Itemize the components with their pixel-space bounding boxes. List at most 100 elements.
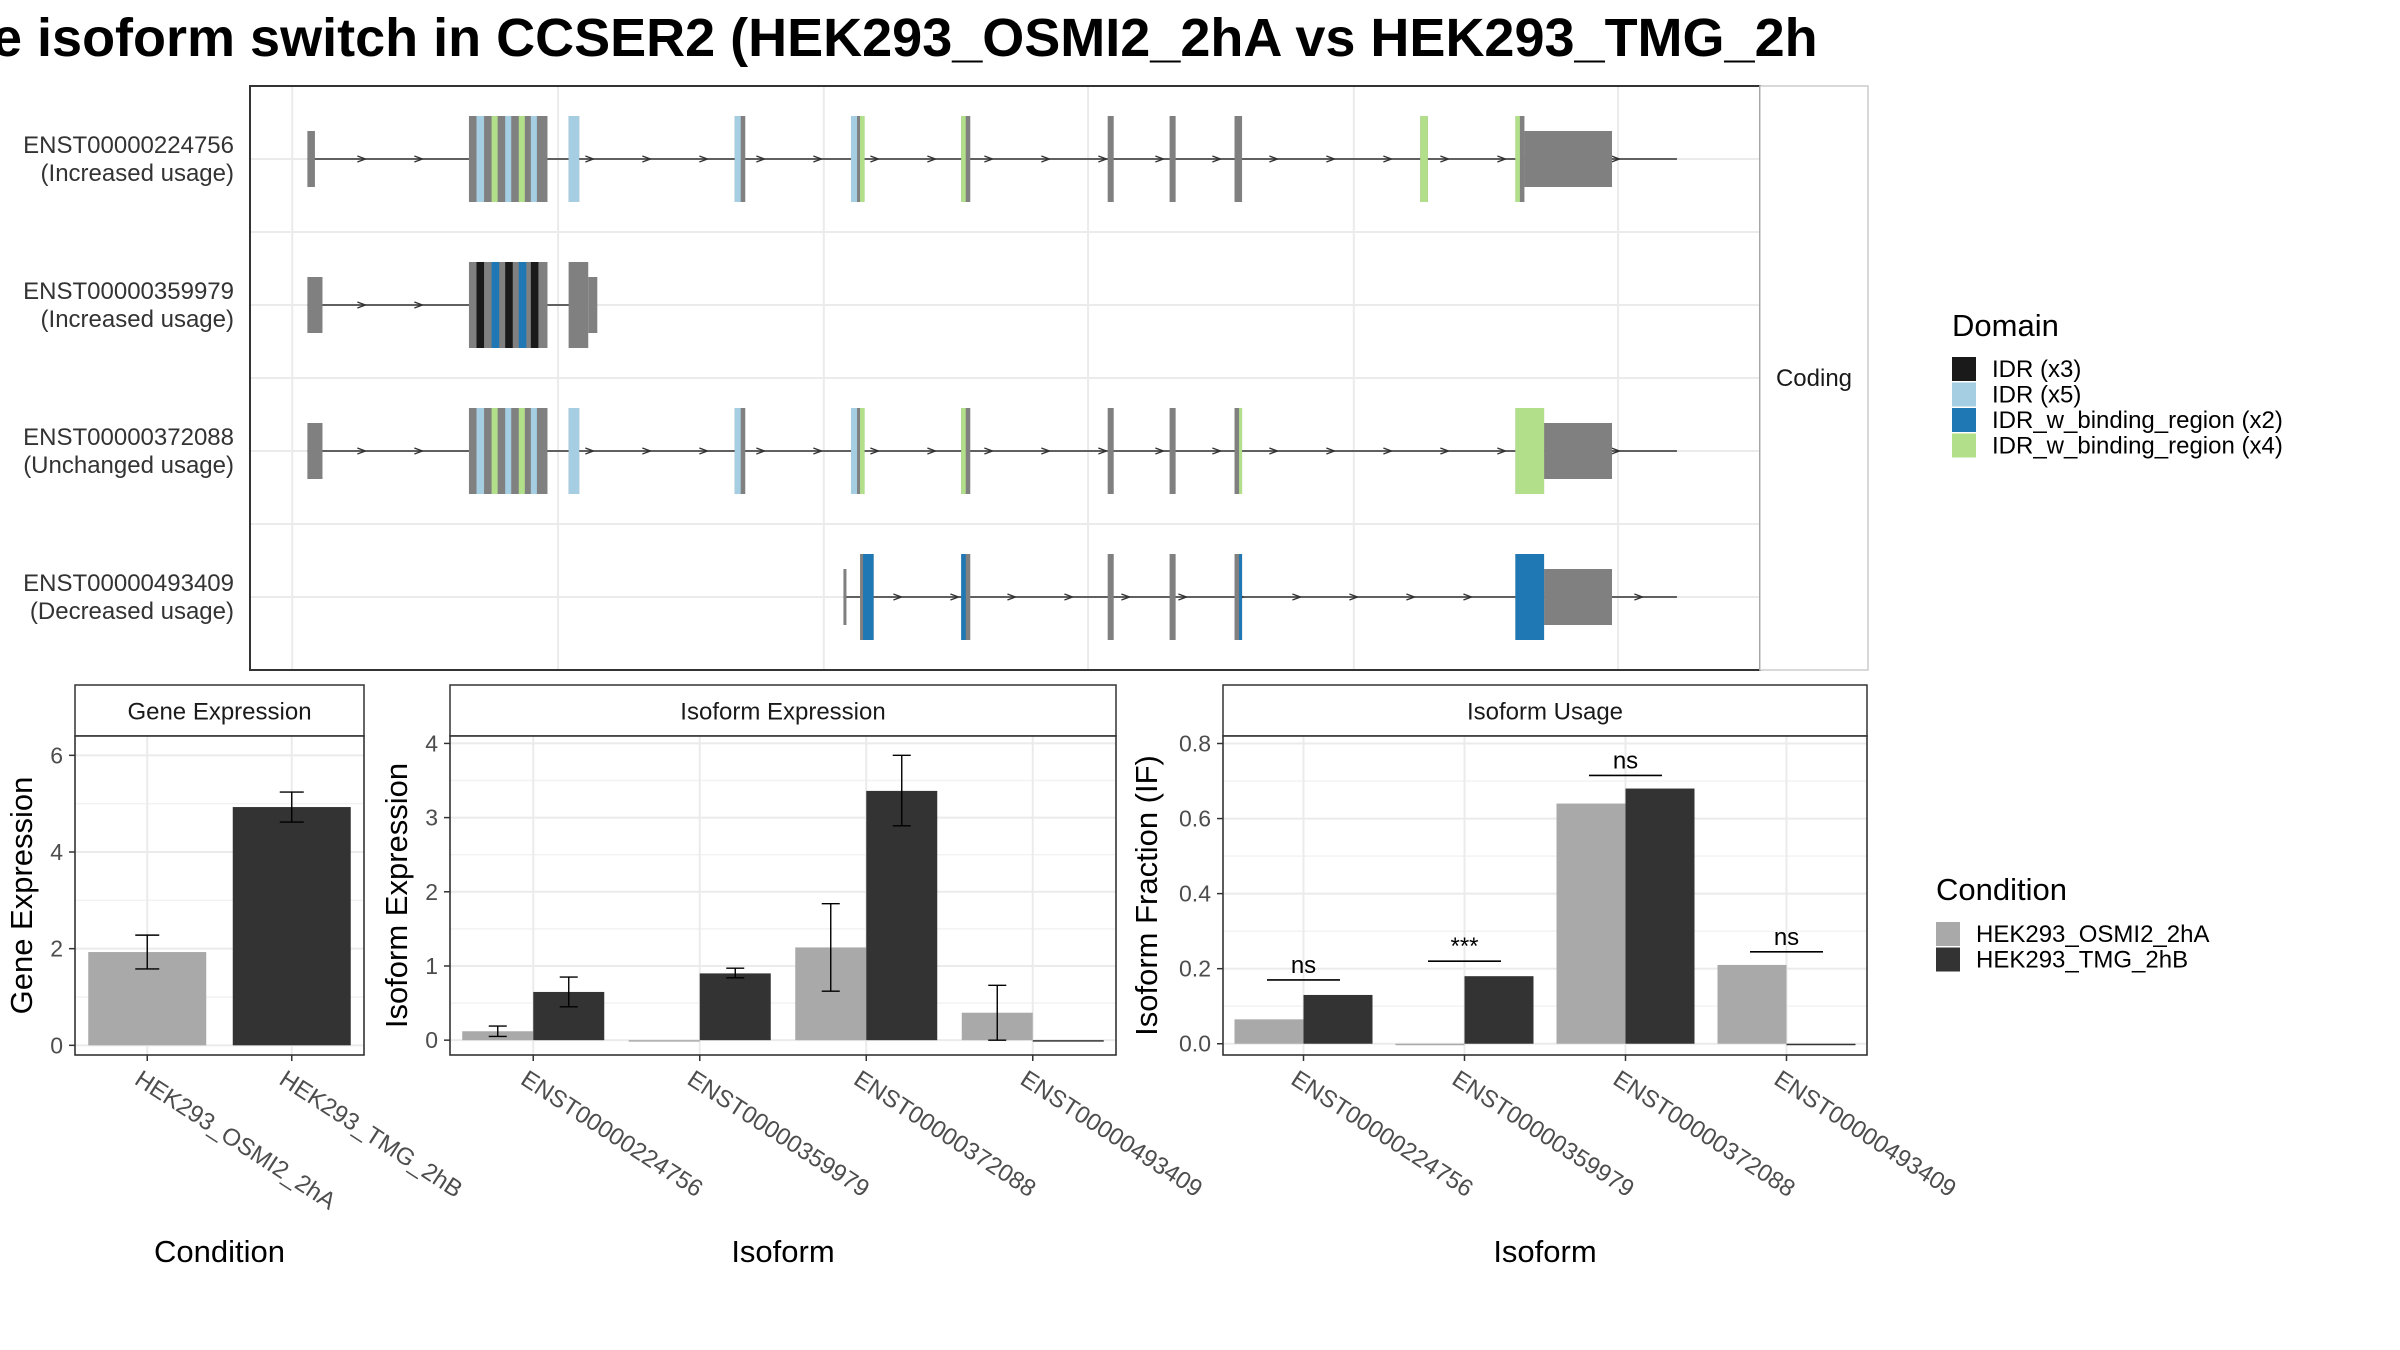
error-bar [559,976,578,1008]
exon [588,277,598,333]
transcript-usage-label: (Increased usage) [41,160,234,187]
domain-segment [1515,408,1545,494]
chart-strip-title: Isoform Usage [1467,699,1623,726]
bar [1303,994,1373,1044]
y-tick-label: 3 [425,805,438,831]
condition-legend-title: Condition [1936,872,2067,907]
transcript-structure-panel: ENST00000224756(Increased usage) ENST0000… [23,85,1869,671]
intron-arrow [585,447,596,455]
intron-arrow [1349,593,1360,601]
y-axis-title: Isoform Expression [379,763,414,1028]
transcript-id-label: ENST00000224756 [23,132,234,159]
x-axis-title: Isoform [731,1234,834,1269]
domain-legend-key [1952,382,1976,407]
chart-strip [449,684,1117,737]
y-tick-label: 0 [425,1027,438,1053]
bar [1032,1040,1104,1042]
significance-label: *** [1450,933,1478,960]
y-tick-label: 6 [50,742,63,768]
intron-arrow [1155,447,1166,455]
gene-expression-chart: Gene Expression0246HEK293_OSMI2_2hAHEK29… [4,684,467,1269]
bar [1717,964,1787,1044]
bar [232,807,351,1046]
condition-legend-key [1936,947,1960,972]
intron-arrow [1041,155,1052,163]
x-tick-label: ENST00000372088 [849,1065,1041,1202]
transcript-id-label: ENST00000359979 [23,278,234,305]
intron-arrow [756,447,767,455]
transcript-usage-label: (Decreased usage) [30,598,234,625]
domain-legend-title: Domain [1952,308,2059,343]
exon [1234,116,1243,202]
intron-arrow [1064,593,1075,601]
facet-strip [1759,85,1869,671]
intron-arrow [1497,447,1508,455]
exon [1107,554,1114,640]
significance-label: ns [1613,747,1638,774]
exon [1169,408,1176,494]
exon [1107,408,1114,494]
y-tick-label: 2 [425,879,438,905]
domain-legend-label: IDR_w_binding_region (x2) [1992,407,2283,434]
bar [1625,788,1695,1044]
intron-arrow [756,155,767,163]
intron-arrow [414,301,425,309]
domain-segment [860,408,865,494]
intron-arrow [1007,593,1018,601]
intron-arrow [1155,155,1166,163]
exon [1234,554,1243,640]
domain-segment [476,116,485,202]
bar [1234,1019,1304,1044]
y-tick-label: 0.2 [1179,956,1211,982]
intron-arrow [1212,155,1223,163]
domain-segment [850,408,858,494]
intron-arrow [813,155,824,163]
intron-arrow [1383,447,1394,455]
y-axis-title: Isoform Fraction (IF) [1129,755,1164,1036]
x-axis-title: Isoform [1493,1234,1596,1269]
error-bar [892,754,911,827]
intron-arrow [1383,155,1394,163]
figure-title: e isoform switch in CCSER2 (HEK293_OSMI2… [0,8,1818,68]
isoform-expression-chart: Isoform Expression01234ENST00000224756EN… [379,684,1207,1269]
condition-legend-label: HEK293_TMG_2hB [1976,947,2188,974]
intron-arrow [699,447,710,455]
intron-arrow [1041,447,1052,455]
domain-segment [850,116,858,202]
exon [1169,116,1176,202]
exon [1107,116,1114,202]
domain-segment [568,408,580,494]
domain-legend-label: IDR (x5) [1992,382,2081,409]
intron-arrow [642,155,653,163]
transcript-usage-label: (Unchanged usage) [23,452,234,479]
intron-arrow [813,447,824,455]
domain-segment [476,262,485,348]
chart-strip-title: Gene Expression [127,699,311,726]
intron-arrow [893,593,904,601]
domain-segment [961,554,966,640]
intron-arrow [870,155,881,163]
intron-arrow [1292,593,1303,601]
domain-legend-label: IDR (x3) [1992,356,2081,383]
condition-legend-label: HEK293_OSMI2_2hA [1976,921,2209,948]
intron-arrow [357,301,368,309]
domain-segment [518,408,525,494]
y-tick-label: 2 [50,936,63,962]
y-tick-label: 4 [50,839,63,865]
isoform-usage-chart: Isoform Usage0.00.20.40.60.8ns***nsnsENS… [1129,684,1961,1269]
intron-arrow [1098,447,1109,455]
intron-arrow [1463,593,1474,601]
intron-arrow [1178,593,1189,601]
domain-segment [1420,116,1428,202]
exon [1544,423,1613,479]
exon [843,569,847,625]
transcript-id-label: ENST00000372088 [23,424,234,451]
domain-legend-key [1952,408,1976,432]
intron-arrow [585,155,596,163]
y-tick-label: 0.4 [1179,881,1211,907]
chart-strip [74,684,365,737]
domain-legend-label: IDR_w_binding_region (x4) [1992,433,2283,460]
bar [628,1040,700,1042]
x-tick-label: ENST00000224756 [516,1065,708,1202]
